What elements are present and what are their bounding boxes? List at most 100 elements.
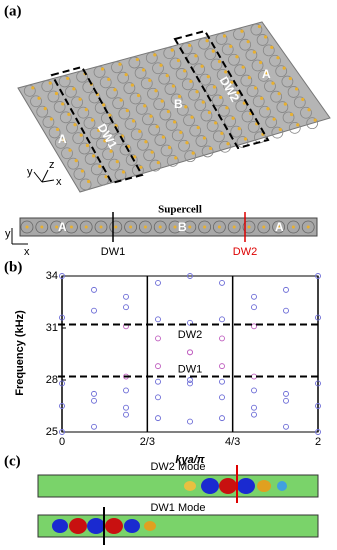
cell (216, 69, 229, 81)
pin (68, 148, 72, 152)
point (155, 363, 161, 370)
pin (294, 87, 299, 91)
pin (135, 57, 139, 62)
pin (222, 34, 227, 38)
cell (265, 116, 278, 129)
cell (184, 150, 197, 163)
point (59, 403, 65, 409)
pin (74, 159, 78, 163)
y-tick-label: 25 (46, 426, 58, 438)
cell (287, 86, 300, 98)
panel-label: (b) (4, 259, 22, 275)
cell (171, 129, 184, 142)
cell (269, 54, 281, 67)
mode-title: DW1 Mode (150, 502, 205, 514)
pin (195, 90, 199, 94)
cell (169, 57, 182, 70)
pin (217, 225, 221, 229)
pin (124, 73, 128, 77)
point (251, 304, 257, 311)
pin (129, 225, 133, 229)
supercell-title: Supercell (158, 204, 202, 216)
point (123, 387, 129, 394)
pin (243, 137, 248, 141)
point (315, 429, 321, 435)
cell (275, 65, 288, 78)
pin (78, 97, 82, 101)
pin (185, 141, 189, 145)
cell (178, 139, 190, 152)
pin (97, 128, 101, 133)
pin (209, 146, 213, 151)
point (251, 293, 257, 300)
cell (53, 101, 66, 113)
pin (165, 74, 169, 78)
point (283, 423, 289, 430)
pin (102, 103, 106, 107)
pin (141, 68, 146, 72)
pin (188, 43, 192, 48)
cell (198, 220, 212, 234)
point (187, 377, 193, 383)
cell (58, 75, 71, 88)
pin (282, 66, 286, 70)
cell (66, 121, 78, 134)
point (123, 304, 129, 311)
pin (270, 45, 274, 49)
pin (188, 225, 192, 229)
cell (20, 220, 34, 234)
point (155, 394, 161, 401)
cell (189, 124, 202, 137)
cell (59, 111, 72, 124)
pin (263, 35, 268, 39)
annotation: DW2 (178, 329, 202, 341)
mode-field (37, 507, 319, 545)
cell (166, 154, 179, 167)
point (187, 418, 193, 425)
cell (270, 90, 283, 103)
cell (79, 220, 93, 234)
pin (289, 112, 294, 117)
point (251, 373, 257, 380)
point (91, 397, 97, 404)
point (59, 429, 65, 435)
cell (262, 44, 275, 57)
cell (47, 90, 60, 103)
cell (30, 95, 42, 108)
cell (153, 98, 166, 111)
pin (121, 170, 126, 174)
pin (258, 60, 263, 65)
point (59, 273, 65, 279)
pin (277, 92, 281, 96)
pin (191, 151, 195, 155)
pin (55, 225, 59, 229)
cell (236, 136, 249, 148)
pin (225, 106, 229, 110)
cell (134, 67, 147, 79)
cell (252, 95, 265, 108)
pin (200, 64, 204, 68)
pin (265, 71, 269, 75)
region-label: A (262, 67, 271, 81)
cell (160, 144, 173, 157)
axis-label: y (27, 166, 33, 178)
cell (205, 84, 218, 96)
axes-2d (11, 228, 28, 245)
pin (61, 102, 65, 106)
pin (277, 225, 281, 229)
cell (54, 136, 67, 149)
cell (107, 122, 119, 135)
pin (166, 109, 170, 114)
cell (112, 97, 125, 110)
x-tick-label: 0 (59, 436, 65, 448)
pin (139, 165, 143, 169)
cell (149, 159, 162, 172)
axis-label: z (49, 159, 55, 171)
cell (125, 153, 138, 166)
pin (133, 155, 137, 159)
pin (144, 140, 148, 144)
pin (100, 67, 105, 71)
cell (128, 56, 141, 69)
cell (234, 64, 247, 77)
